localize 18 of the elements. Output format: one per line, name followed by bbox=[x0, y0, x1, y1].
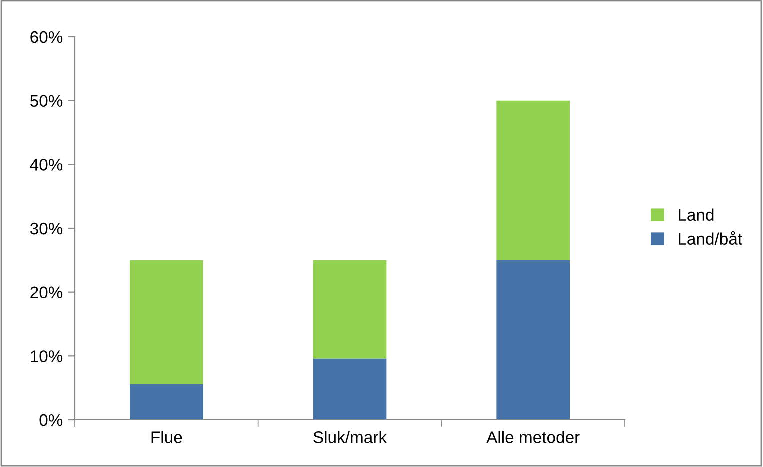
bar bbox=[496, 100, 570, 260]
bar bbox=[313, 260, 387, 359]
bar bbox=[130, 384, 204, 420]
y-tick-label: 20% bbox=[30, 286, 63, 299]
x-tick-label: Alle metoder bbox=[486, 431, 580, 444]
y-tick-label: 40% bbox=[30, 159, 63, 171]
y-tick-label: 60% bbox=[30, 31, 63, 44]
y-tick-label: 0% bbox=[40, 414, 63, 426]
y-tick-label: 50% bbox=[30, 95, 63, 108]
bar bbox=[496, 260, 570, 420]
legend-label: Land bbox=[679, 208, 714, 222]
x-tick-label: Sluk/mark bbox=[314, 431, 388, 444]
y-tick-label: 30% bbox=[30, 222, 63, 235]
y-tick-label: 10% bbox=[31, 350, 63, 362]
legend-label: Land/båt bbox=[679, 231, 742, 245]
bar bbox=[130, 260, 204, 384]
x-tick-label: Flue bbox=[152, 431, 182, 444]
bar bbox=[313, 358, 387, 420]
